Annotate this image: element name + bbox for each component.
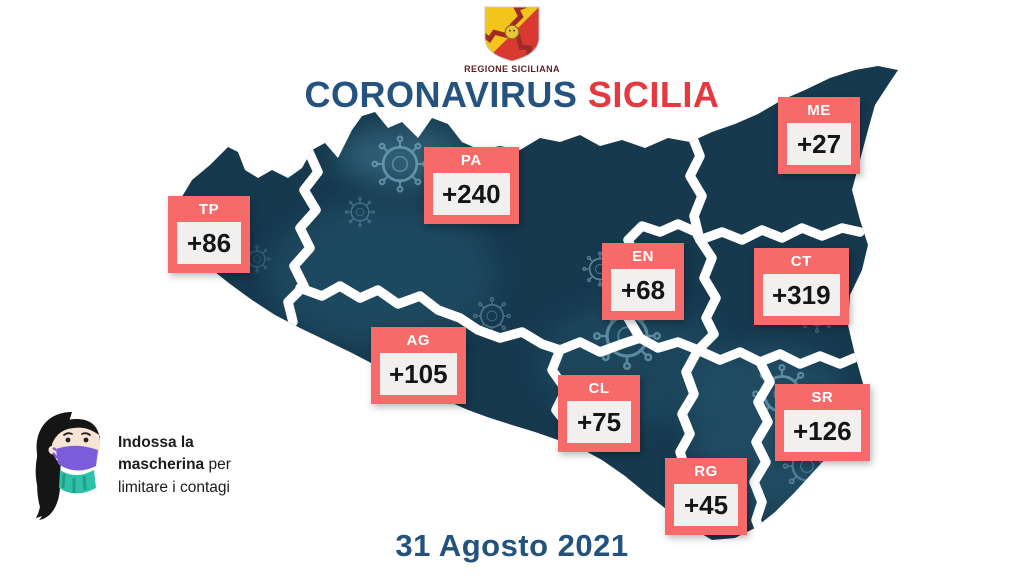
- province-label-ct: CT +319: [754, 248, 849, 325]
- province-label-tp: TP +86: [168, 196, 250, 273]
- border-pa-me: [685, 131, 707, 245]
- province-label-cl: CL +75: [558, 375, 640, 452]
- province-label-sr: SR +126: [775, 384, 870, 461]
- province-value: +105: [380, 353, 457, 395]
- province-code: PA: [460, 152, 482, 169]
- title-coronavirus: CORONAVIRUS: [304, 74, 578, 115]
- province-value: +75: [567, 401, 631, 443]
- mask-person-illustration: [26, 406, 118, 527]
- province-code: EN: [632, 248, 654, 265]
- border-cl-rg: [675, 345, 703, 476]
- province-label-en: EN +68: [602, 243, 684, 320]
- border-me-ct: [695, 223, 865, 245]
- border-en-east: [693, 235, 721, 355]
- mask-note-bold: Indossa la mascherina: [118, 434, 205, 474]
- border-tp-pa: [283, 145, 323, 327]
- sicily-coat-of-arms-icon: [484, 6, 540, 62]
- province-value: +45: [674, 484, 738, 526]
- province-value: +126: [784, 410, 861, 452]
- province-value: +27: [787, 123, 851, 165]
- sicily-map: [162, 64, 907, 576]
- mask-note-rest: per limitare i contagi: [118, 456, 231, 496]
- province-code: TP: [198, 201, 220, 218]
- province-code: CT: [790, 253, 812, 270]
- border-cl-north: [555, 333, 703, 357]
- province-code: CL: [588, 380, 610, 397]
- region-logo-caption: REGIONE SICILIANA: [464, 64, 560, 74]
- border-pa-ag: [295, 281, 565, 355]
- border-ct-sr: [693, 345, 859, 369]
- title-sicilia: SICILIA: [587, 74, 720, 115]
- province-value: +68: [611, 269, 675, 311]
- province-label-me: ME +27: [778, 97, 860, 174]
- province-label-rg: RG +45: [665, 458, 747, 535]
- province-value: +86: [177, 222, 241, 264]
- province-code: AG: [406, 332, 431, 349]
- mask-note: Indossa la mascherina per limitare i con…: [118, 432, 276, 499]
- province-value: +240: [433, 173, 510, 215]
- report-date: 31 Agosto 2021: [395, 528, 629, 563]
- border-rg-sr: [749, 357, 775, 540]
- province-code: ME: [807, 102, 831, 119]
- province-label-pa: PA +240: [424, 147, 519, 224]
- page-title: CORONAVIRUS SICILIA: [0, 74, 1024, 116]
- province-value: +319: [763, 274, 840, 316]
- region-logo: REGIONE SICILIANA: [0, 6, 1024, 74]
- province-code: SR: [811, 389, 834, 406]
- province-label-ag: AG +105: [371, 327, 466, 404]
- province-code: RG: [694, 463, 718, 480]
